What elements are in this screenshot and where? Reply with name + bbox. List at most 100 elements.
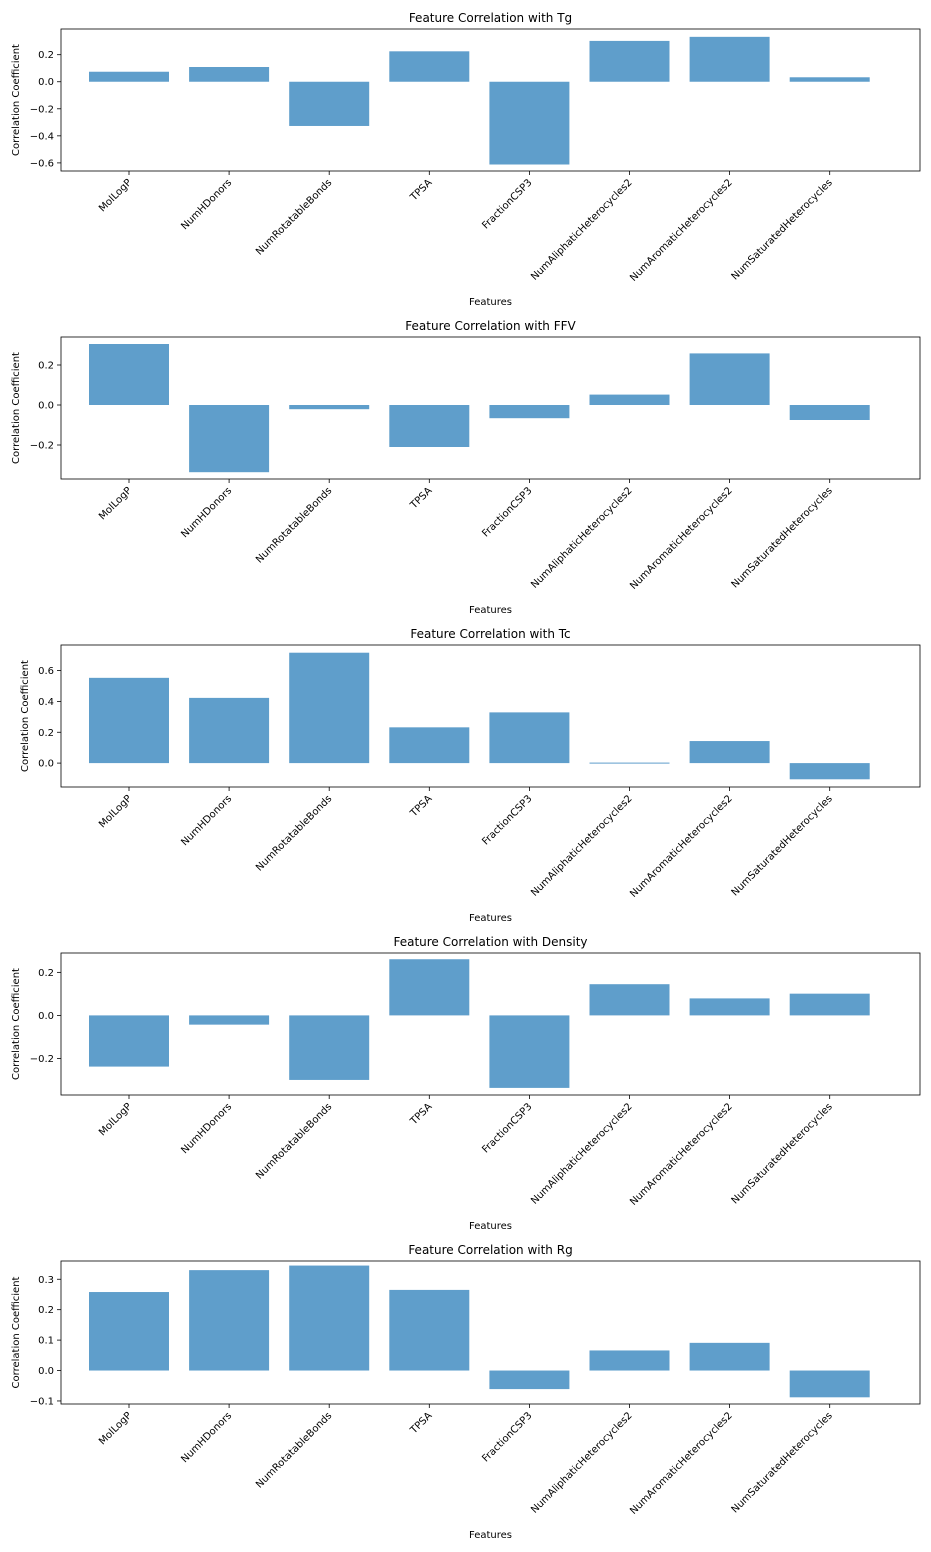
chart-title: Feature Correlation with Rg <box>408 1243 572 1257</box>
bar-MolLogP <box>89 1015 169 1067</box>
x-tick-label: NumRotatableBonds <box>254 1410 334 1490</box>
chart-title: Feature Correlation with Density <box>393 935 587 949</box>
bar-FractionCSP3 <box>489 1370 570 1390</box>
bar-MolLogP <box>89 1292 169 1371</box>
y-axis-label: Correlation Coefficient <box>20 660 31 772</box>
bar-NumHDonors <box>189 1270 270 1371</box>
x-axis-label: Features <box>469 1530 512 1541</box>
x-tick-label: NumAromaticHeterocycles2 <box>628 485 735 592</box>
x-tick-label: NumAromaticHeterocycles2 <box>628 793 735 900</box>
x-tick-label: NumHDonors <box>179 1101 234 1156</box>
x-tick-label: NumAliphaticHeterocycles2 <box>529 1101 634 1206</box>
y-tick-label: 0.0 <box>38 1011 54 1022</box>
y-axis-label: Correlation Coefficient <box>11 968 22 1080</box>
bar-NumHDonors <box>189 697 270 764</box>
chart-panel-3: Feature Correlation with Tc MolLogP NumHDo… <box>20 627 921 924</box>
chart-panel-2: Feature Correlation with FFV MolLogP NumHD… <box>11 319 921 616</box>
x-tick-label: MolLogP <box>97 1410 134 1447</box>
axes-frame <box>60 336 921 480</box>
y-axis-label: Correlation Coefficient <box>11 1276 22 1388</box>
x-axis-label: Features <box>469 913 512 924</box>
bar-NumSaturatedHeterocycles <box>789 1370 870 1398</box>
y-tick-label: 0.1 <box>38 1336 54 1347</box>
x-tick-label: NumRotatableBonds <box>254 793 334 873</box>
bar-MolLogP <box>89 677 169 764</box>
x-tick-label: NumSaturatedHeterocycles <box>730 485 835 590</box>
axes-frame <box>60 1260 921 1405</box>
bar-TPSA <box>389 959 470 1016</box>
bar-FractionCSP3 <box>489 81 570 165</box>
bar-NumAromaticHeterocycles2 <box>689 741 770 764</box>
bar-TPSA <box>389 1289 470 1371</box>
bar-NumSaturatedHeterocycles <box>789 405 870 420</box>
y-tick-label: −0.4 <box>30 131 54 142</box>
chart-panel-4: Feature Correlation with Density MolLogP N… <box>11 935 921 1232</box>
axes-frame <box>60 28 921 172</box>
bar-NumAliphaticHeterocycles2 <box>589 1350 670 1371</box>
x-tick-label: MolLogP <box>97 485 134 522</box>
x-tick-label: NumHDonors <box>179 793 234 848</box>
bar-NumRotatableBonds <box>289 1015 370 1080</box>
x-tick-label: NumSaturatedHeterocycles <box>730 1410 835 1515</box>
y-tick-label: −0.1 <box>30 1396 54 1407</box>
bar-TPSA <box>389 51 470 82</box>
y-tick-label: −0.2 <box>30 441 54 452</box>
bar-NumAliphaticHeterocycles2 <box>589 40 670 82</box>
x-tick-label: MolLogP <box>97 1101 134 1138</box>
y-tick-label: 0.2 <box>38 968 54 979</box>
chart-panel-5: Feature Correlation with Rg MolLogP NumHDo… <box>11 1243 921 1541</box>
x-tick-label: TPSA <box>408 1101 435 1128</box>
y-tick-label: 0.4 <box>38 697 54 708</box>
y-tick-label: 0.0 <box>38 77 54 88</box>
x-tick-label: NumAromaticHeterocycles2 <box>628 1101 735 1208</box>
bar-MolLogP <box>89 344 169 405</box>
bar-NumAliphaticHeterocycles2 <box>589 762 670 764</box>
bar-NumRotatableBonds <box>289 652 370 764</box>
bar-NumAromaticHeterocycles2 <box>689 998 770 1016</box>
bar-NumAliphaticHeterocycles2 <box>589 394 670 405</box>
bar-NumSaturatedHeterocycles <box>789 763 870 780</box>
y-axis-label: Correlation Coefficient <box>11 44 22 156</box>
y-tick-label: 0.0 <box>38 401 54 412</box>
y-tick-label: 0.2 <box>38 728 54 739</box>
x-tick-label: NumAliphaticHeterocycles2 <box>529 485 634 590</box>
bar-NumAliphaticHeterocycles2 <box>589 984 670 1016</box>
x-tick-label: NumRotatableBonds <box>254 1101 334 1181</box>
bar-MolLogP <box>89 71 169 82</box>
x-tick-label: MolLogP <box>97 177 134 214</box>
chart-title: Feature Correlation with FFV <box>405 319 576 333</box>
y-tick-label: 0.0 <box>38 1366 54 1377</box>
x-tick-label: TPSA <box>408 1410 435 1437</box>
x-tick-label: TPSA <box>408 485 435 512</box>
bar-FractionCSP3 <box>489 712 570 764</box>
chart-title: Feature Correlation with Tg <box>409 11 572 25</box>
y-tick-label: −0.6 <box>30 158 54 169</box>
x-tick-label: FractionCSP3 <box>480 1410 534 1464</box>
y-tick-label: 0.0 <box>38 759 54 770</box>
y-tick-label: 0.2 <box>38 1305 54 1316</box>
bar-TPSA <box>389 727 470 764</box>
x-tick-label: NumAliphaticHeterocycles2 <box>529 1410 634 1515</box>
x-tick-label: NumHDonors <box>179 485 234 540</box>
y-tick-label: 0.2 <box>38 50 54 61</box>
y-axis-label: Correlation Coefficient <box>11 352 22 464</box>
bar-NumHDonors <box>189 1015 270 1025</box>
bar-NumHDonors <box>189 405 270 473</box>
x-tick-label: NumAliphaticHeterocycles2 <box>529 177 634 282</box>
bar-NumAromaticHeterocycles2 <box>689 36 770 82</box>
x-tick-label: FractionCSP3 <box>480 1101 534 1155</box>
x-tick-label: TPSA <box>408 177 435 204</box>
axes-frame <box>60 952 921 1096</box>
x-tick-label: MolLogP <box>97 793 134 830</box>
y-tick-label: −0.2 <box>30 1054 54 1065</box>
x-tick-label: NumSaturatedHeterocycles <box>730 1101 835 1206</box>
bar-NumHDonors <box>189 67 270 82</box>
x-tick-label: NumSaturatedHeterocycles <box>730 177 835 282</box>
chart-panel-1: Feature Correlation with Tg MolLogP NumHDo… <box>11 11 921 308</box>
y-tick-label: −0.2 <box>30 104 54 115</box>
x-tick-label: NumHDonors <box>179 1410 234 1465</box>
x-axis-label: Features <box>469 605 512 616</box>
x-tick-label: TPSA <box>408 793 435 820</box>
bar-TPSA <box>389 405 470 447</box>
